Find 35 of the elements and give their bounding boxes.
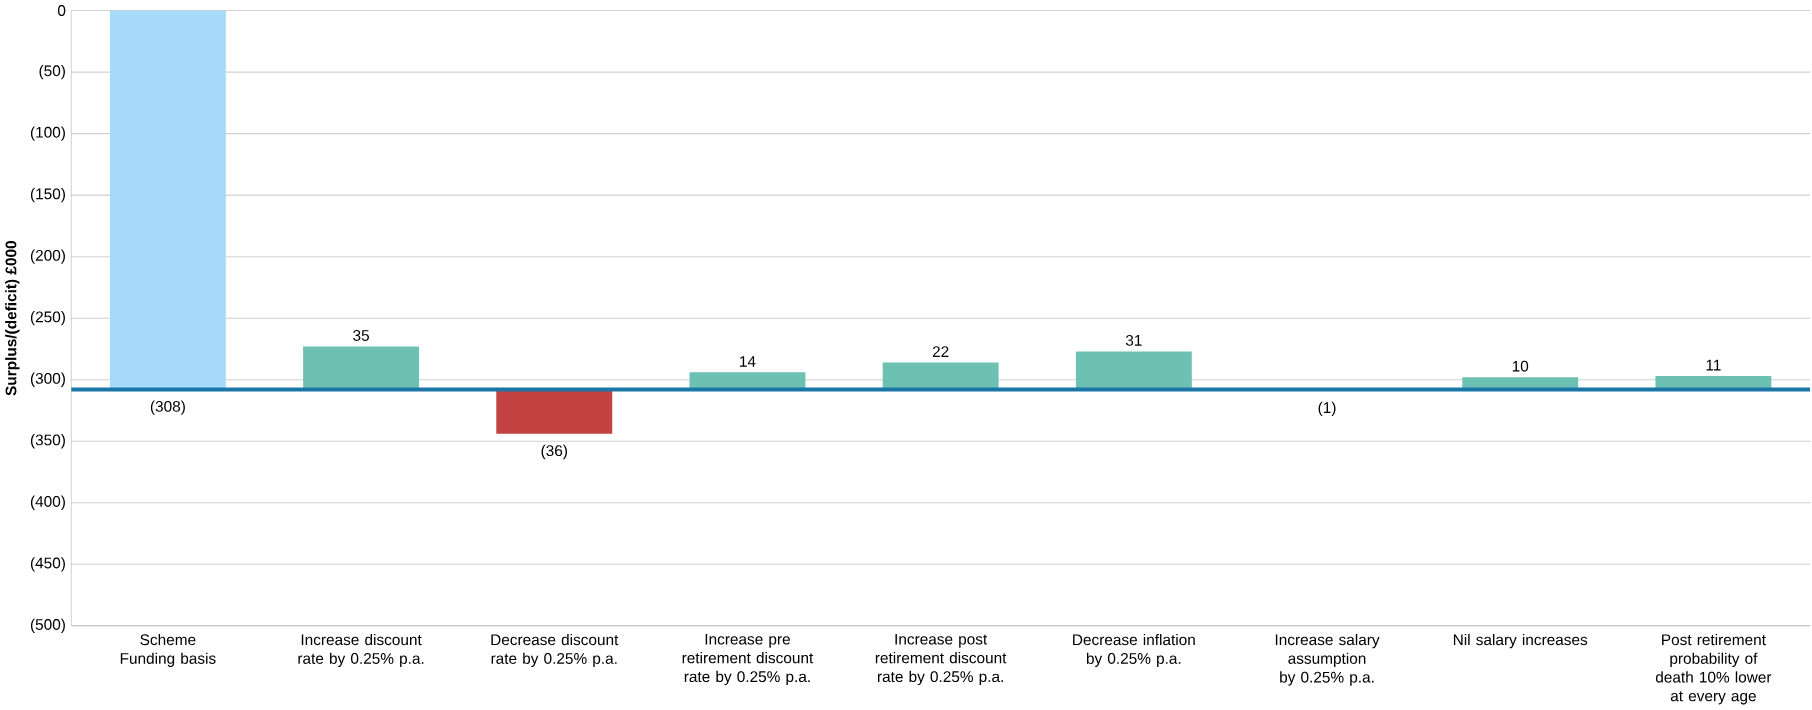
data-label: 11 [1706,360,1721,371]
bar [1075,351,1192,390]
bar [109,10,226,390]
data-label: (1) [1318,402,1336,417]
bar [882,362,999,390]
y-tick-label: (300) [30,372,65,388]
y-tick-label: (450) [30,557,65,572]
y-tick-label: (500) [30,618,65,634]
y-tick-label: (200) [30,249,65,265]
y-tick-label: (250) [30,311,65,326]
x-tick-label: Increase post retirement discount rate by 0.25% p.a. [875,634,1007,686]
x-tick-label: Decrease inflation by 0.25% p.a. [1073,634,1195,668]
bar [496,389,613,435]
y-tick-label: (50) [39,65,65,80]
y-axis-title: Surplus/(deficit) £000 [5,241,20,396]
x-tick-label: Increase discount rate by 0.25% p.a. [298,634,424,668]
x-tick-label: Increase pre retirement discount rate by 0.25% p.a. [682,634,814,686]
data-label: 31 [1125,335,1142,347]
data-label: 22 [932,346,949,358]
bar [303,346,420,390]
x-tick-label: Decrease discount rate by 0.25% p.a. [491,634,619,668]
data-label: (308) [150,400,185,416]
x-tick-label: Increase salary assumption by 0.25% p.a. [1275,634,1380,686]
data-label: 35 [353,330,369,342]
data-label: 10 [1512,360,1529,372]
y-tick-label: (350) [30,434,65,449]
x-tick-label: Nil salary increases [1453,634,1588,649]
x-tick-label: Scheme Funding basis [120,634,216,668]
data-label: 14 [740,356,756,367]
y-tick-label: (100) [30,126,65,142]
y-tick-label: 0 [57,5,66,17]
y-tick-label: (150) [30,188,65,203]
y-tick-label: (400) [30,495,65,511]
x-tick-label: Post retirement probability of death 10% lower at every age [1655,634,1772,705]
data-label: (36) [541,445,567,460]
